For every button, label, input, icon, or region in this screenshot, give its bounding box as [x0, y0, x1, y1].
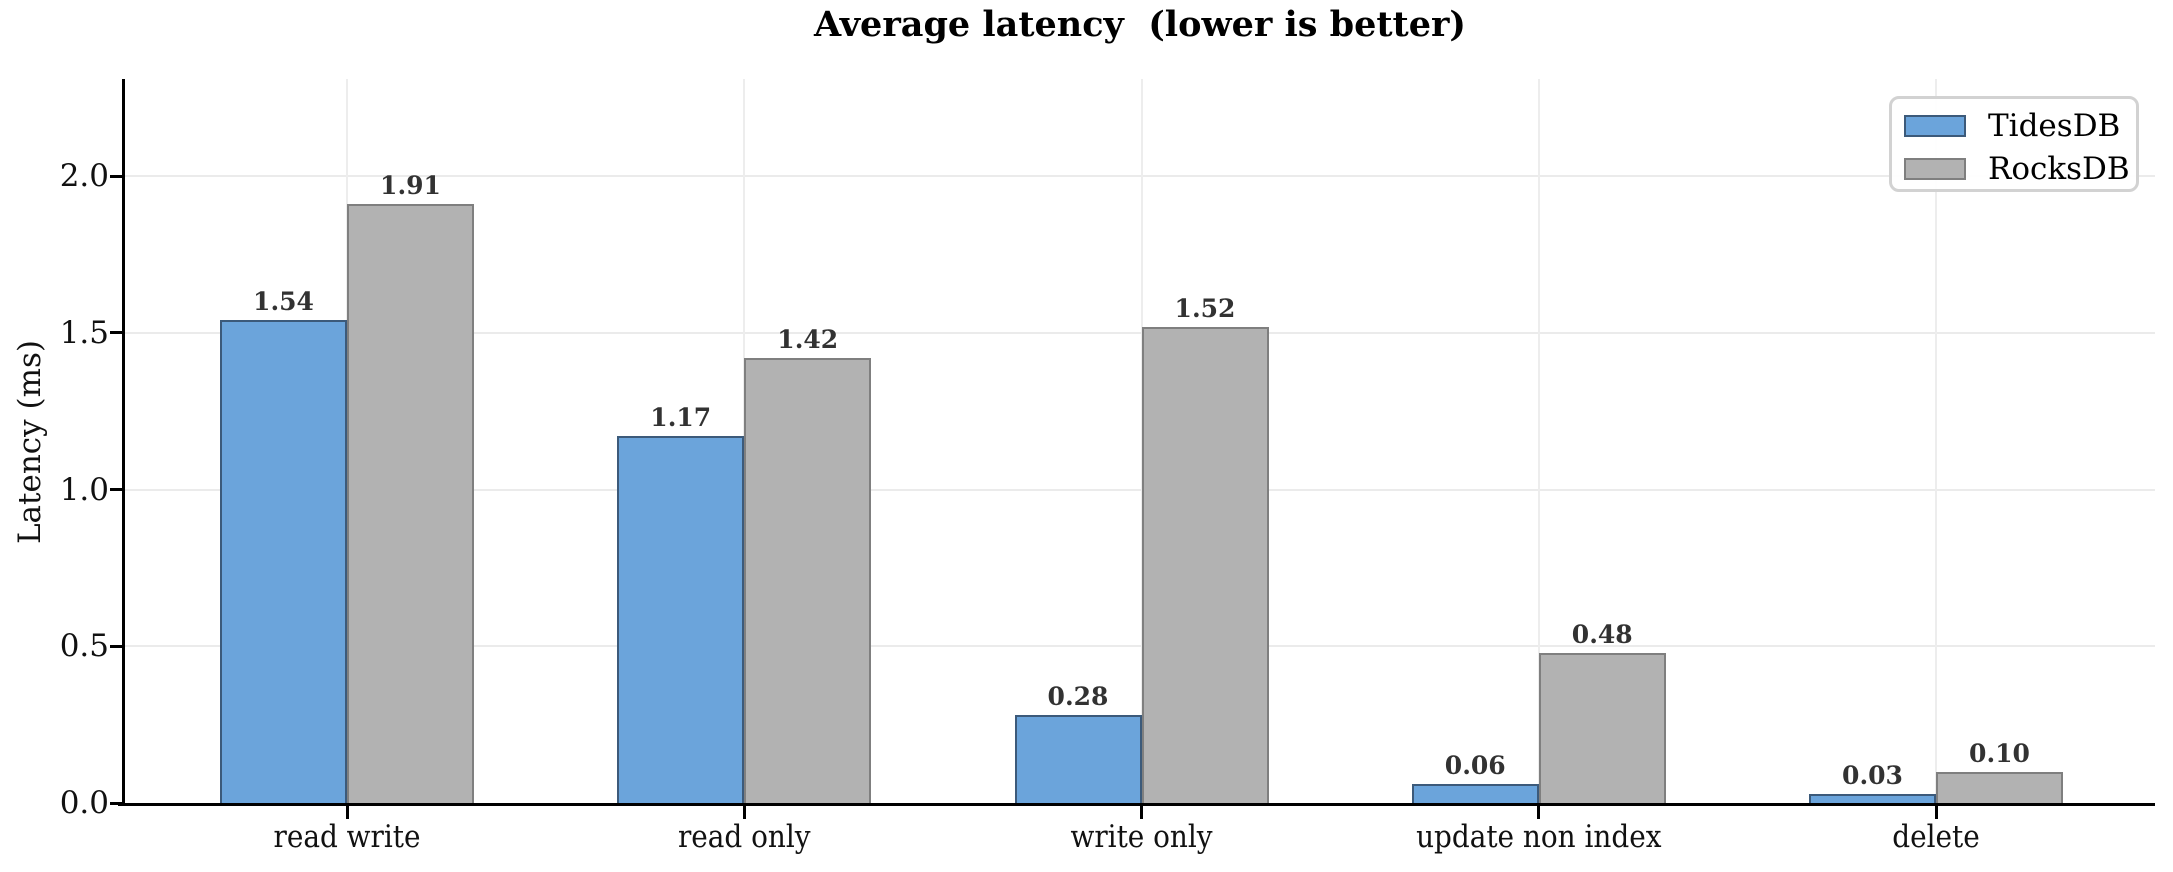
y-axis-label: Latency (ms): [12, 339, 48, 545]
y-axis-spine: [122, 79, 125, 806]
bar-tidesdb: [1411, 784, 1539, 803]
x-category-label: read write: [273, 819, 421, 855]
gridline-horizontal: [125, 488, 2155, 491]
bar-value-label: 1.91: [380, 171, 441, 201]
bar-value-label: 0.06: [1444, 751, 1506, 781]
gridline-horizontal: [125, 331, 2155, 334]
x-category-label: write only: [1070, 819, 1213, 855]
x-axis-tick: [1537, 803, 1541, 819]
x-axis-tick: [1934, 803, 1938, 819]
y-axis-tick: [110, 331, 125, 335]
bar-rocksdb: [744, 357, 872, 803]
bar-value-label: 0.03: [1842, 760, 1903, 790]
bar-rocksdb: [1538, 652, 1666, 803]
bar-rocksdb: [1141, 326, 1269, 803]
gridline-vertical: [1935, 79, 1937, 803]
legend-item-tidesdb: TidesDB: [1904, 104, 2136, 147]
x-category-label: read only: [677, 819, 811, 855]
x-category-label: update non index: [1416, 819, 1662, 855]
y-tick-label: 1.5: [59, 314, 109, 351]
bar-tidesdb: [1809, 793, 1936, 803]
y-tick-label: 0.5: [59, 628, 109, 665]
bar-value-label: 1.42: [777, 324, 839, 354]
bar-value-label: 0.10: [1969, 738, 2030, 768]
x-axis-spine: [118, 803, 2155, 806]
legend-label: TidesDB: [1988, 107, 2121, 144]
x-axis-tick: [345, 803, 349, 819]
y-tick-label: 1.0: [59, 471, 109, 508]
legend-swatch-rocksdb: [1904, 157, 1966, 180]
legend-item-rocksdb: RocksDB: [1904, 147, 2136, 190]
bar-value-label: 1.17: [650, 403, 712, 433]
legend-label: RocksDB: [1988, 150, 2130, 187]
bar-rocksdb: [347, 204, 474, 803]
y-axis-tick: [110, 644, 125, 648]
bar-value-label: 0.48: [1571, 619, 1633, 649]
bar-tidesdb: [1014, 715, 1142, 803]
y-axis-tick: [110, 488, 125, 492]
bar-value-label: 1.52: [1174, 293, 1236, 323]
y-tick-label: 0.0: [59, 785, 109, 821]
x-axis-tick: [742, 803, 746, 819]
legend-swatch-tidesdb: [1904, 114, 1966, 137]
bar-rocksdb: [1936, 771, 2063, 803]
x-category-label: delete: [1892, 819, 1980, 855]
gridline-horizontal: [125, 175, 2155, 178]
y-tick-label: 2.0: [59, 158, 109, 195]
x-axis-tick: [1140, 803, 1143, 819]
y-axis-tick: [110, 801, 125, 805]
bar-tidesdb: [220, 320, 347, 803]
plot-area: 1.54 1.91 read write 1.17 1.42 read only 0.28 1…: [60, 79, 2155, 855]
gridline-horizontal: [125, 645, 2155, 648]
bar-value-label: 0.28: [1047, 682, 1109, 712]
y-axis-tick: [110, 174, 125, 178]
bar-tidesdb: [617, 436, 745, 803]
bar-value-label: 1.54: [253, 287, 314, 317]
chart-title: Average latency (lower is better): [813, 4, 1466, 45]
legend: TidesDB RocksDB: [1889, 96, 2139, 192]
gridline-vertical: [1537, 79, 1540, 803]
